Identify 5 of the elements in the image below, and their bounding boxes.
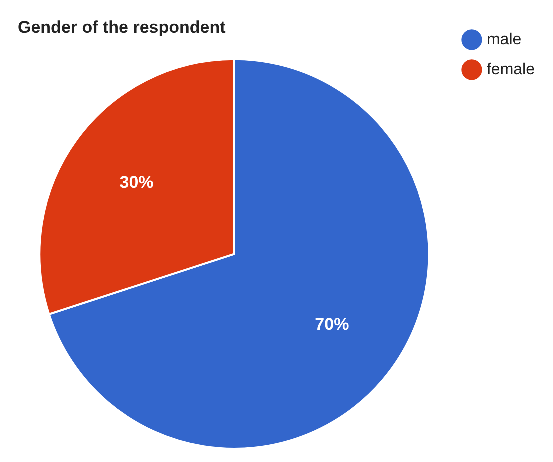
legend-label: male: [486, 31, 522, 48]
chart-title: Gender of the respondent: [18, 18, 226, 37]
data-label: 30%: [120, 172, 154, 192]
legend-label: female: [486, 61, 536, 78]
data-label: 70%: [315, 314, 350, 334]
